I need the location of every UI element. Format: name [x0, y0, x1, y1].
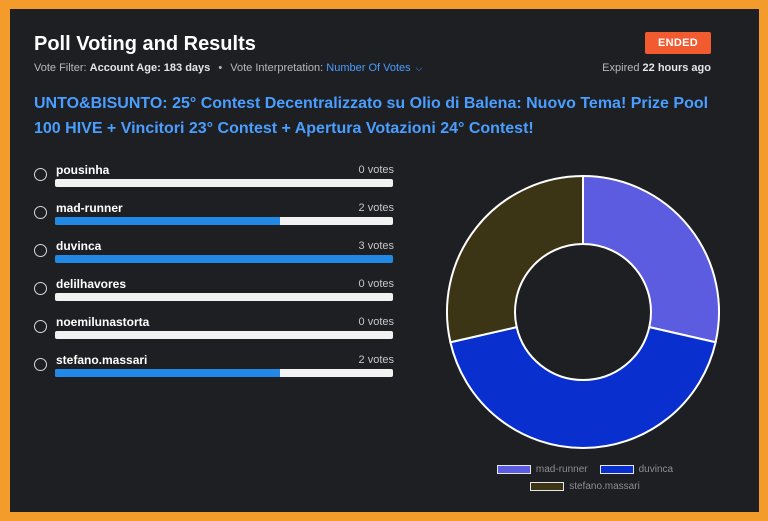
- vote-filter-label: Vote Filter:: [34, 62, 87, 74]
- legend-label: mad-runner: [535, 464, 588, 475]
- option-votes: 3 votes: [358, 240, 394, 252]
- legend-swatch: [599, 465, 634, 474]
- vote-progress-bar: [55, 293, 393, 301]
- chart-legend: mad-runner duvinca stefano.massari: [450, 464, 720, 498]
- radio-icon[interactable]: [34, 244, 47, 257]
- legend-item[interactable]: mad-runner: [496, 464, 588, 475]
- results-donut-chart: [446, 174, 720, 449]
- option-votes: 0 votes: [358, 278, 394, 290]
- poll-option[interactable]: delilhavores 0 votes: [34, 275, 394, 313]
- expiry-info: Expired 22 hours ago: [602, 62, 711, 74]
- vote-progress-fill: [55, 369, 281, 377]
- option-name: delilhavores: [56, 277, 127, 291]
- option-votes: 2 votes: [358, 202, 394, 214]
- poll-option[interactable]: pousinha 0 votes: [34, 161, 394, 199]
- radio-icon[interactable]: [34, 206, 47, 219]
- radio-icon[interactable]: [34, 168, 47, 181]
- option-name: mad-runner: [56, 201, 123, 215]
- legend-item[interactable]: duvinca: [599, 464, 674, 475]
- option-votes: 0 votes: [358, 164, 394, 176]
- option-name: duvinca: [56, 239, 102, 253]
- separator-dot: •: [218, 62, 223, 74]
- option-votes: 0 votes: [358, 316, 394, 328]
- poll-option[interactable]: noemilunastorta 0 votes: [34, 313, 394, 351]
- vote-filter-value: Account Age: 183 days: [89, 62, 211, 74]
- option-name: stefano.massari: [56, 353, 148, 367]
- vote-progress-bar: [55, 179, 393, 187]
- legend-item[interactable]: stefano.massari: [530, 481, 640, 492]
- legend-label: stefano.massari: [569, 481, 640, 492]
- chevron-down-icon: ⌵: [415, 63, 423, 73]
- vote-progress-fill: [55, 255, 393, 263]
- status-badge[interactable]: ENDED: [645, 32, 711, 54]
- interpretation-dropdown[interactable]: Number Of Votes ⌵: [326, 62, 422, 74]
- poll-option[interactable]: stefano.massari 2 votes: [34, 351, 394, 389]
- option-name: noemilunastorta: [56, 315, 150, 329]
- interpretation-label: Vote Interpretation:: [230, 62, 324, 74]
- vote-progress-bar: [55, 369, 393, 377]
- expired-label: Expired: [602, 62, 640, 74]
- chart-slice-mad-runner[interactable]: [582, 174, 720, 344]
- poll-option[interactable]: mad-runner 2 votes: [34, 199, 394, 237]
- option-votes: 2 votes: [358, 354, 394, 366]
- radio-icon[interactable]: [34, 282, 47, 295]
- radio-icon[interactable]: [34, 358, 47, 371]
- expired-value: 22 hours ago: [642, 62, 711, 74]
- legend-label: duvinca: [638, 464, 674, 475]
- chart-slice-duvinca[interactable]: [449, 325, 717, 449]
- option-name: pousinha: [56, 163, 110, 177]
- legend-swatch: [496, 465, 531, 474]
- vote-progress-bar: [55, 331, 393, 339]
- vote-progress-bar: [55, 217, 393, 225]
- legend-row: mad-runner duvinca: [450, 464, 720, 475]
- interpretation-value: Number Of Votes: [326, 62, 411, 74]
- radio-icon[interactable]: [34, 320, 47, 333]
- chart-slice-stefano.massari[interactable]: [446, 174, 584, 344]
- poll-question-link[interactable]: UNTO&BISUNTO: 25° Contest Decentralizzat…: [34, 95, 709, 137]
- poll-option[interactable]: duvinca 3 votes: [34, 237, 394, 275]
- vote-progress-bar: [55, 255, 393, 263]
- vote-progress-fill: [55, 217, 281, 225]
- poll-options: pousinha 0 votes mad-runner 2 votes duvinca 3…: [34, 161, 394, 389]
- poll-panel: Poll Voting and Results ENDED Vote Filte…: [10, 9, 759, 512]
- page-title: Poll Voting and Results: [34, 33, 256, 55]
- legend-row: stefano.massari: [450, 481, 720, 492]
- vote-settings: Vote Filter: Account Age: 183 days • Vot…: [34, 62, 422, 74]
- legend-swatch: [530, 482, 565, 491]
